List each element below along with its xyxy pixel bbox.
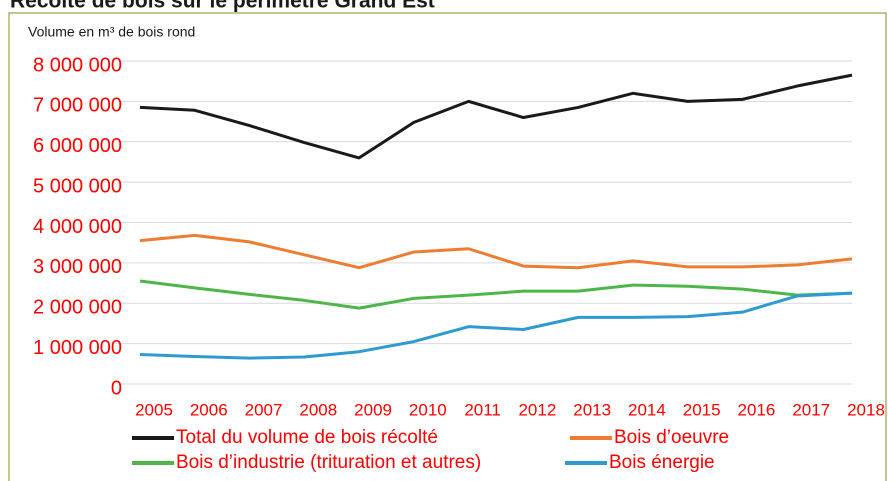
series-line: [139, 233, 853, 270]
y-tick-label: 6 000 000: [33, 135, 122, 157]
y-tick-label: 5 000 000: [33, 175, 122, 197]
legend-label: Total du volume de bois récolté: [176, 427, 438, 448]
series-line: [139, 73, 853, 160]
legend-label: Bois d’industrie (trituration et autres): [176, 452, 481, 473]
x-tick-label: 2014: [628, 400, 666, 419]
x-tick-label: 2015: [683, 400, 721, 419]
y-axis-label: Volume en m³ de bois rond: [28, 24, 195, 40]
legend-label: Bois énergie: [609, 452, 715, 473]
y-tick-label: 7 000 000: [33, 95, 122, 117]
x-tick-label: 2009: [354, 400, 392, 419]
y-tick-label: 4 000 000: [33, 216, 122, 238]
x-tick-label: 2011: [464, 400, 501, 419]
legend-label: Bois d’oeuvre: [614, 427, 729, 448]
series-line: [139, 291, 853, 360]
x-tick-label: 2006: [190, 400, 228, 419]
y-tick-label: 1 000 000: [33, 337, 122, 359]
y-tick-label: 3 000 000: [33, 256, 122, 278]
x-tick-label: 2010: [409, 400, 447, 419]
x-tick-label: 2013: [573, 400, 611, 419]
x-tick-label: 2016: [738, 400, 776, 419]
frame: [8, 12, 887, 481]
y-tick-label: 8 000 000: [33, 54, 122, 76]
series-line: [139, 279, 853, 310]
x-tick-label: 2018: [847, 400, 885, 419]
x-tick-label: 2012: [518, 400, 556, 419]
y-tick-label: 0: [111, 377, 122, 399]
x-tick-label: 2017: [792, 400, 830, 419]
chart-title: Récolte de bois sur le périmètre Grand E…: [10, 0, 435, 13]
y-tick-label: 2 000 000: [33, 297, 122, 319]
x-tick-label: 2005: [135, 400, 173, 419]
x-tick-label: 2008: [299, 400, 337, 419]
x-tick-label: 2007: [245, 400, 283, 419]
